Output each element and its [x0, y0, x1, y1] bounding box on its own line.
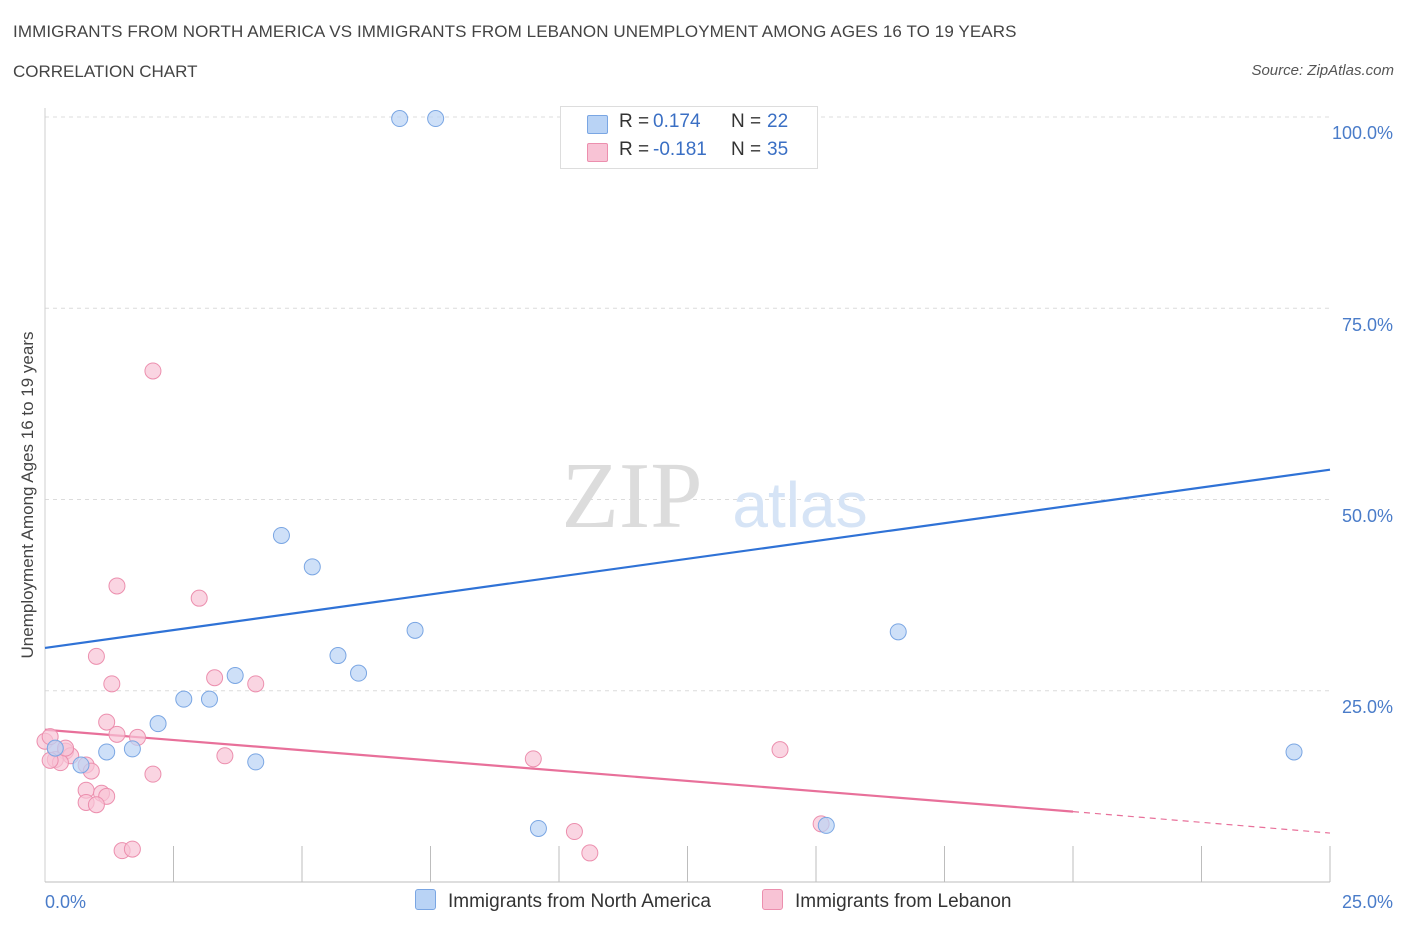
pink-swatch-icon: [587, 143, 608, 162]
blue-swatch-icon: [587, 115, 608, 134]
trend-lines: [44, 468, 1331, 834]
legend-r-value: 0.174: [653, 111, 701, 132]
source-credit: Source: ZipAtlas.com: [1251, 62, 1394, 79]
point-north-america: [427, 110, 445, 128]
point-lebanon: [103, 675, 121, 693]
trend-line-north-america: [44, 468, 1331, 649]
legend-n-value: 22: [767, 111, 789, 132]
point-north-america: [1285, 743, 1303, 761]
point-lebanon: [108, 577, 126, 595]
legend-n-label: N =: [731, 111, 762, 132]
legend-r-value: -0.181: [653, 139, 707, 160]
legend-r-label: R =: [619, 139, 650, 160]
x-tick-max: 25.0%: [1341, 892, 1393, 912]
point-north-america: [889, 623, 907, 641]
x-tick-min: 0.0%: [45, 892, 87, 912]
axes: [44, 108, 1331, 883]
point-lebanon: [144, 362, 162, 380]
point-north-america: [350, 664, 368, 682]
blue-swatch-icon: [415, 889, 436, 910]
pink-swatch-icon: [762, 889, 783, 910]
point-north-america: [406, 621, 424, 639]
point-north-america: [226, 666, 244, 684]
y-tick-75: 75.0%: [1341, 315, 1393, 335]
point-lebanon: [98, 713, 116, 731]
y-tick-50: 50.0%: [1341, 506, 1393, 526]
point-north-america: [329, 647, 347, 665]
legend-n-label: N =: [731, 139, 762, 160]
point-north-america: [123, 740, 141, 758]
point-north-america: [272, 526, 290, 544]
point-lebanon: [87, 647, 105, 665]
point-lebanon: [144, 765, 162, 783]
stats-legend: R = 0.174 N = 22 R = -0.181 N = 35: [560, 106, 818, 169]
legend-item-north-america[interactable]: Immigrants from North America: [415, 889, 711, 913]
watermark-zip: ZIP: [562, 444, 703, 548]
point-north-america: [247, 753, 265, 771]
legend-n-value: 35: [767, 139, 789, 160]
y-tick-100: 100.0%: [1331, 123, 1393, 143]
chart-subtitle: CORRELATION CHART: [13, 62, 198, 81]
point-lebanon: [206, 669, 224, 687]
point-lebanon: [565, 823, 583, 841]
legend-r-label: R =: [619, 111, 650, 132]
point-lebanon: [771, 741, 789, 759]
trend-line-lebanon-extrapolated: [1072, 811, 1331, 834]
point-lebanon: [524, 750, 542, 768]
point-lebanon: [87, 796, 105, 814]
point-lebanon: [108, 725, 126, 743]
point-north-america: [391, 110, 409, 128]
point-north-america: [175, 690, 193, 708]
point-lebanon: [123, 840, 141, 858]
point-north-america: [149, 715, 167, 733]
point-north-america: [46, 739, 64, 757]
watermark-atlas: atlas: [732, 469, 867, 541]
point-north-america: [200, 690, 218, 708]
point-north-america: [529, 819, 547, 837]
gridlines: [45, 116, 1330, 692]
watermark: ZIP atlas: [562, 444, 868, 548]
y-tick-25: 25.0%: [1341, 697, 1393, 717]
point-north-america: [303, 558, 321, 576]
trend-line-lebanon: [44, 728, 1074, 813]
point-lebanon: [190, 589, 208, 607]
y-axis-label: Unemployment Among Ages 16 to 19 years: [18, 331, 37, 659]
point-north-america: [72, 756, 90, 774]
point-lebanon: [581, 844, 599, 862]
point-lebanon: [247, 675, 265, 693]
legend-label: Immigrants from North America: [448, 891, 711, 912]
point-north-america: [817, 816, 835, 834]
legend-label: Immigrants from Lebanon: [795, 891, 1012, 912]
point-lebanon: [216, 747, 234, 765]
legend-item-lebanon[interactable]: Immigrants from Lebanon: [762, 889, 1012, 913]
chart-title: IMMIGRANTS FROM NORTH AMERICA VS IMMIGRA…: [13, 22, 1017, 41]
point-north-america: [98, 743, 116, 761]
